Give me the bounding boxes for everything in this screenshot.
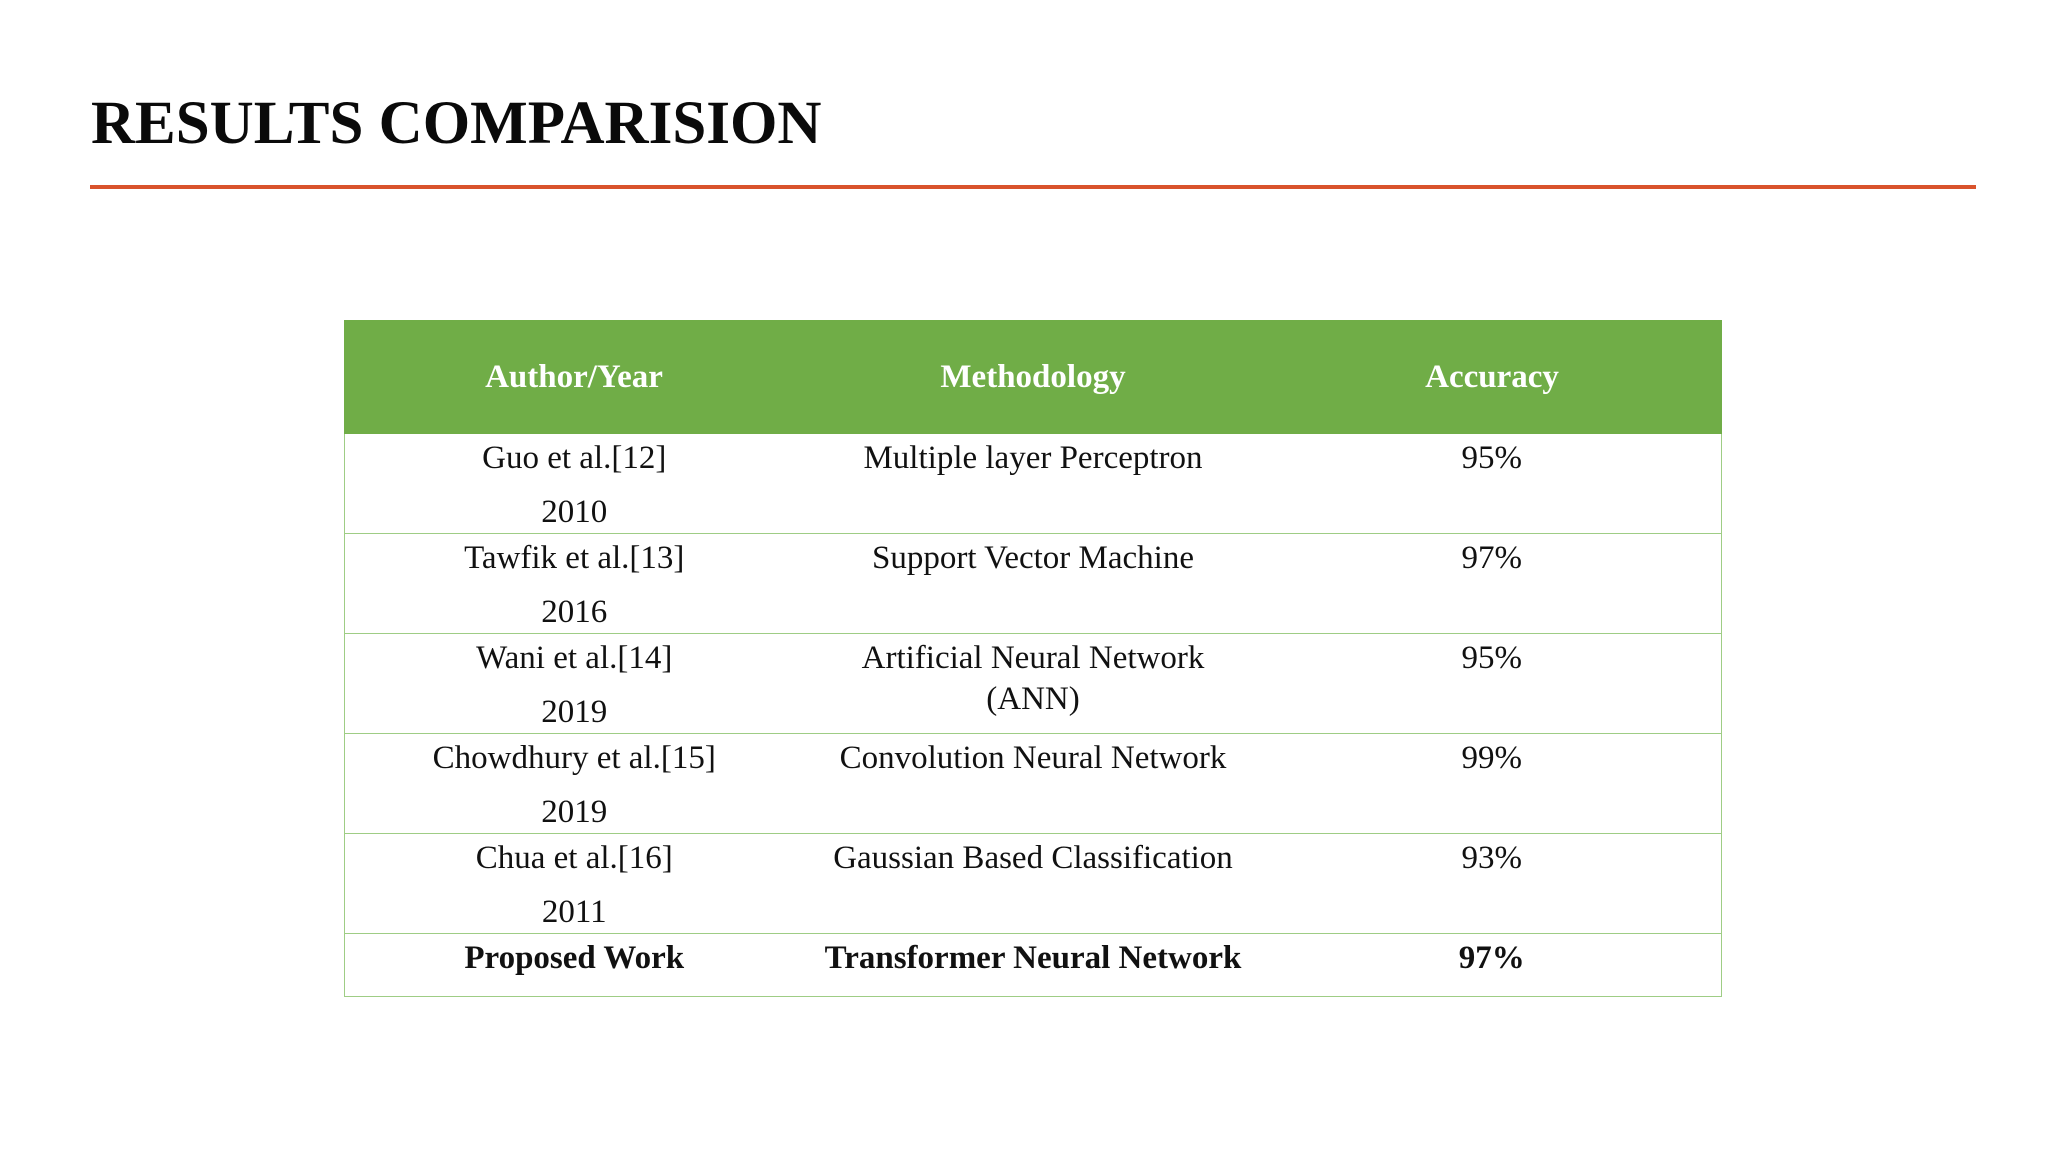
accuracy-cell: 93% <box>1262 833 1722 934</box>
publication-year: 2010 <box>541 494 608 530</box>
table-header-row: Author/Year Methodology Accuracy <box>344 320 1722 434</box>
author-name: Tawfik et al.[13] <box>464 540 685 576</box>
publication-year: 2019 <box>541 694 608 730</box>
author-name: Wani et al.[14] <box>476 640 673 676</box>
proposed-author-cell: Proposed Work <box>344 933 804 997</box>
methodology-cell: Support Vector Machine <box>803 533 1263 634</box>
accuracy-cell: 95% <box>1262 633 1722 734</box>
table-row: Tawfik et al.[13] 2016 Support Vector Ma… <box>344 533 1722 634</box>
proposed-accuracy-cell: 97% <box>1262 933 1722 997</box>
methodology-cell: Convolution Neural Network <box>803 733 1263 834</box>
author-year-cell: Chua et al.[16] 2011 <box>344 833 804 934</box>
author-year-cell: Tawfik et al.[13] 2016 <box>344 533 804 634</box>
methodology-cell: Multiple layer Perceptron <box>803 433 1263 534</box>
column-header-author-year: Author/Year <box>344 320 804 434</box>
author-name: Chua et al.[16] <box>475 840 673 876</box>
methodology-cell: Gaussian Based Classification <box>803 833 1263 934</box>
methodology-text: Artificial Neural Network <box>861 640 1205 676</box>
author-year-cell: Wani et al.[14] 2019 <box>344 633 804 734</box>
title-underline <box>90 185 1976 189</box>
author-year-cell: Chowdhury et al.[15] 2019 <box>344 733 804 834</box>
proposed-work-row: Proposed Work Transformer Neural Network… <box>344 933 1722 997</box>
proposed-methodology-cell: Transformer Neural Network <box>803 933 1263 997</box>
publication-year: 2011 <box>541 894 607 930</box>
accuracy-cell: 97% <box>1262 533 1722 634</box>
methodology-text: Support Vector Machine <box>872 540 1194 576</box>
slide-title: RESULTS COMPARISION <box>91 90 822 157</box>
results-comparison-table: Author/Year Methodology Accuracy Guo et … <box>344 320 1722 997</box>
author-name: Chowdhury et al.[15] <box>432 740 716 776</box>
author-name: Guo et al.[12] <box>482 440 667 476</box>
publication-year: 2019 <box>541 794 608 830</box>
methodology-text: Multiple layer Perceptron <box>863 440 1203 476</box>
methodology-text-line-2: (ANN) <box>986 681 1080 717</box>
methodology-cell: Artificial Neural Network (ANN) <box>803 633 1263 734</box>
publication-year: 2016 <box>541 594 608 630</box>
table-row: Chua et al.[16] 2011 Gaussian Based Clas… <box>344 833 1722 934</box>
accuracy-cell: 95% <box>1262 433 1722 534</box>
table-row: Chowdhury et al.[15] 2019 Convolution Ne… <box>344 733 1722 834</box>
author-year-cell: Guo et al.[12] 2010 <box>344 433 804 534</box>
column-header-methodology: Methodology <box>803 320 1263 434</box>
table-row: Guo et al.[12] 2010 Multiple layer Perce… <box>344 433 1722 534</box>
column-header-accuracy: Accuracy <box>1262 320 1722 434</box>
accuracy-cell: 99% <box>1262 733 1722 834</box>
methodology-text: Convolution Neural Network <box>839 740 1227 776</box>
methodology-text: Gaussian Based Classification <box>833 840 1233 876</box>
table-row: Wani et al.[14] 2019 Artificial Neural N… <box>344 633 1722 734</box>
